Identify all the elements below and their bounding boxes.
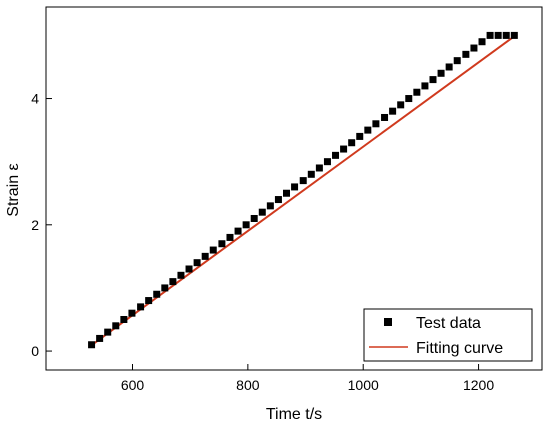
test-data-point — [250, 214, 258, 222]
test-data-point — [274, 196, 282, 204]
test-data-point — [389, 107, 397, 115]
test-data-point — [348, 139, 356, 147]
test-data-point — [153, 290, 161, 298]
x-tick-label: 800 — [236, 377, 260, 393]
test-data-point — [242, 221, 250, 229]
test-data-point — [332, 151, 340, 159]
test-data-point — [462, 50, 470, 58]
x-axis-ticks: 600 800 1000 1200 — [121, 364, 494, 393]
test-data-point — [299, 177, 307, 185]
legend-label-fitting-curve: Fitting curve — [416, 340, 503, 357]
test-data-point — [437, 69, 445, 77]
test-data-point — [112, 322, 120, 330]
test-data-point — [96, 334, 104, 342]
x-axis-label: Time t/s — [266, 406, 322, 423]
fitting-curve-layer — [89, 33, 518, 347]
test-data-point — [397, 101, 405, 109]
x-tick-label: 600 — [121, 377, 145, 393]
test-data-point — [445, 63, 453, 71]
test-data-point — [429, 76, 437, 84]
test-data-point — [478, 38, 486, 46]
test-data-point — [323, 158, 331, 166]
test-data-point — [177, 271, 185, 279]
y-tick-label: 2 — [31, 217, 39, 233]
test-data-point — [120, 315, 128, 323]
test-data-point — [128, 309, 136, 317]
legend-marker-test-data — [384, 318, 392, 326]
test-data-point — [494, 31, 502, 39]
test-data-point — [161, 284, 169, 292]
y-tick-label: 0 — [31, 343, 39, 359]
test-data-point — [470, 44, 478, 52]
test-data-point — [372, 120, 380, 128]
test-data-point — [193, 259, 201, 267]
test-data-point — [381, 113, 389, 121]
test-data-point — [226, 233, 234, 241]
test-data-point — [364, 126, 372, 134]
y-tick-label: 4 — [31, 91, 39, 107]
test-data-point — [307, 170, 315, 178]
test-data-point — [486, 31, 494, 39]
test-data-point — [201, 252, 209, 260]
test-data-point — [510, 31, 518, 39]
test-data-point — [145, 297, 153, 305]
legend-box — [363, 308, 533, 362]
test-data-point — [283, 189, 291, 197]
plot-frame — [45, 6, 543, 371]
test-data-point — [88, 341, 96, 349]
test-data-point — [258, 208, 266, 216]
test-data-point — [291, 183, 299, 191]
test-data-point — [169, 278, 177, 286]
test-data-point — [209, 246, 217, 254]
y-axis-label: Strain ε — [5, 163, 22, 216]
x-tick-label: 1200 — [463, 377, 494, 393]
fitting-curve-line — [89, 33, 518, 347]
test-data-point — [218, 240, 226, 248]
test-data-point — [185, 265, 193, 273]
y-axis-ticks: 0 2 4 — [31, 91, 52, 359]
test-data-point — [421, 82, 429, 90]
test-data-point — [413, 88, 421, 96]
test-data-point — [137, 303, 145, 311]
x-tick-label: 1000 — [348, 377, 379, 393]
test-data-point — [356, 132, 364, 140]
test-data-point — [502, 31, 510, 39]
test-data-layer — [88, 31, 518, 349]
test-data-point — [234, 227, 242, 235]
test-data-point — [315, 164, 323, 172]
legend-label-test-data: Test data — [416, 315, 481, 332]
test-data-point — [453, 57, 461, 65]
test-data-point — [340, 145, 348, 153]
test-data-point — [405, 95, 413, 103]
test-data-point — [266, 202, 274, 210]
test-data-point — [104, 328, 112, 336]
legend: Test data Fitting curve — [363, 308, 533, 362]
